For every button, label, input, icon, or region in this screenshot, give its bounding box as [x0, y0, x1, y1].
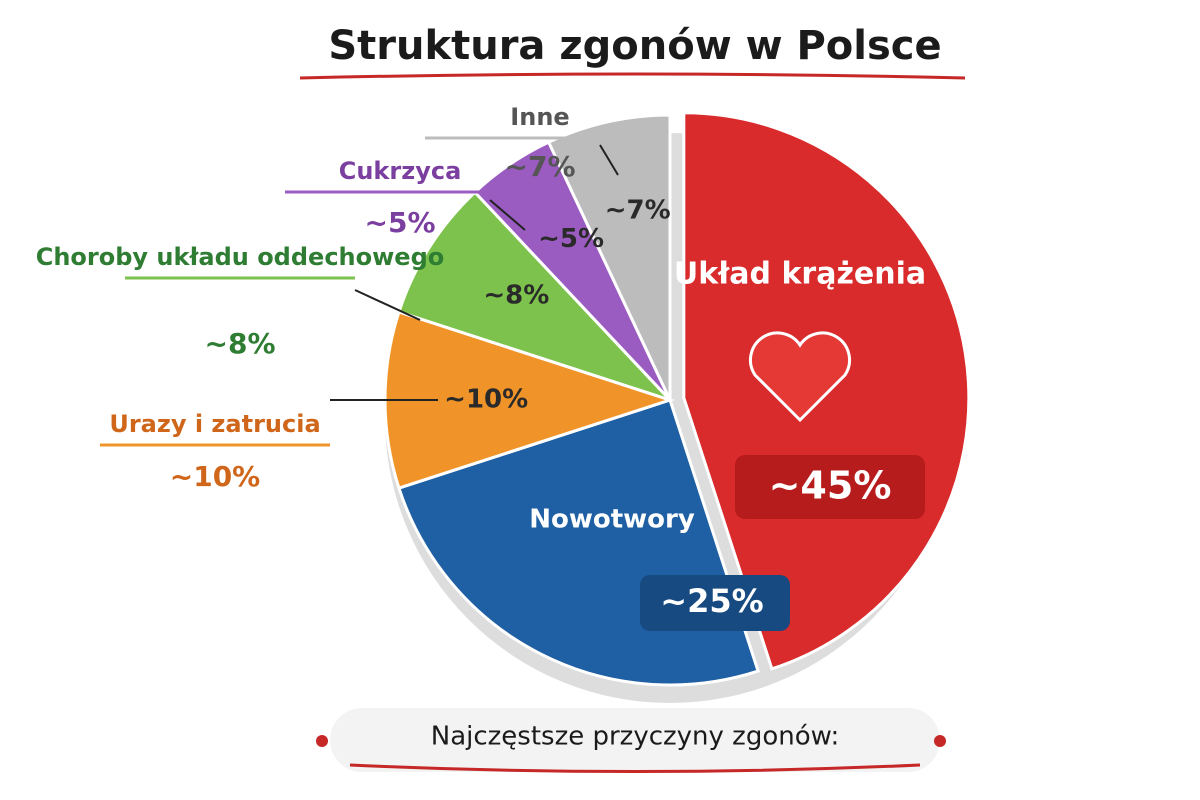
outside-value: ~8%: [205, 327, 276, 360]
chart-title: Struktura zgonów w Polsce: [328, 23, 941, 69]
outside-value: ~5%: [365, 206, 436, 239]
leader-line: [354, 289, 421, 321]
outside-value: ~7%: [505, 150, 576, 183]
pie-slice: [546, 113, 672, 401]
slice-name: Nowotwory: [529, 505, 695, 535]
slice-name: Układ krążenia: [674, 257, 926, 292]
caption: Najczęstsze przyczyny zgonów:: [431, 722, 839, 752]
outside-name: Urazy i zatrucia: [109, 410, 320, 438]
value-label: ~5%: [538, 224, 604, 254]
caption-underline: [349, 763, 921, 773]
value-label: ~25%: [660, 582, 763, 620]
outside-name: Inne: [510, 103, 569, 131]
leader-line: [489, 199, 526, 231]
outside-name: Choroby układu oddechowego: [36, 243, 445, 271]
value-label: ~45%: [769, 464, 892, 508]
caption-pill: [330, 708, 940, 772]
pie-slice: [397, 190, 672, 402]
value-label: ~10%: [444, 385, 528, 415]
value-label: ~7%: [605, 195, 671, 225]
outside-value: ~10%: [170, 460, 260, 493]
leader-line: [599, 144, 619, 176]
value-label: ~8%: [483, 281, 549, 311]
heart-icon: [748, 331, 852, 423]
value-pill: [640, 575, 790, 631]
title-underline: [299, 72, 966, 80]
outside-name: Cukrzyca: [339, 157, 462, 185]
caption-dot: [316, 735, 328, 747]
caption-dot: [934, 735, 946, 747]
value-pill: [735, 455, 925, 519]
